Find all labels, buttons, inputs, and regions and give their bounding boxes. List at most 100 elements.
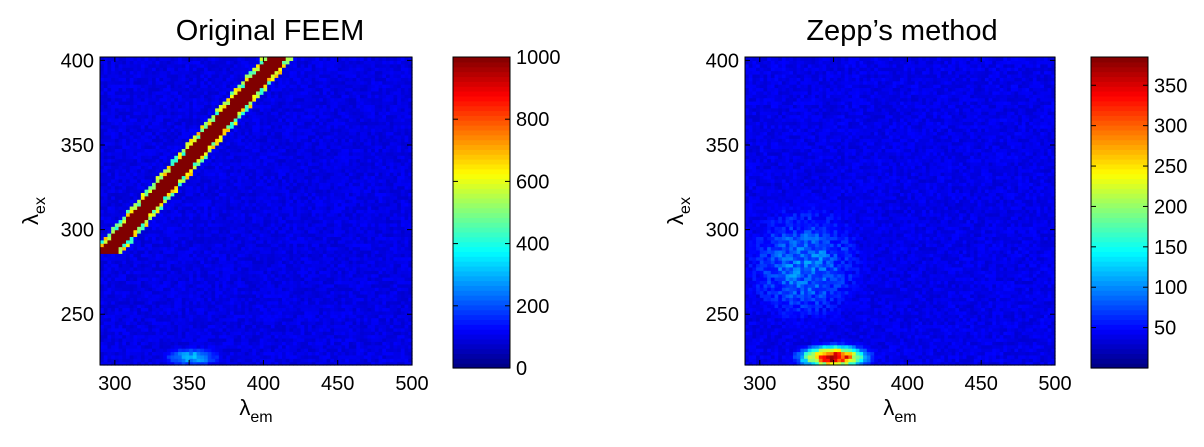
heatmap-cell: [400, 293, 406, 298]
heatmap-cell: [311, 317, 317, 322]
heatmap-cell: [100, 273, 105, 278]
heatmap-cell: [322, 337, 328, 342]
heatmap-cell: [189, 337, 194, 342]
heatmap-cell: [322, 358, 328, 363]
heatmap-cell: [226, 290, 231, 295]
heatmap-cell: [237, 239, 242, 244]
heatmap-cell: [222, 260, 227, 265]
heatmap-cell: [248, 233, 253, 237]
heatmap-cell: [196, 239, 201, 244]
heatmap-cell: [248, 280, 253, 285]
heatmap-cell: [293, 243, 298, 248]
heatmap-cell: [308, 317, 313, 322]
heatmap-cell: [259, 348, 265, 353]
heatmap-cell: [114, 307, 120, 312]
heatmap-cell: [319, 283, 324, 288]
heatmap-cell: [360, 243, 365, 248]
heatmap-cell: [404, 310, 409, 315]
heatmap-cell: [196, 297, 201, 302]
heatmap-cell: [140, 263, 146, 268]
heatmap-cell: [270, 361, 276, 366]
heatmap-cell: [133, 266, 138, 271]
heatmap-cell: [204, 239, 209, 244]
heatmap-cell: [256, 287, 261, 292]
heatmap-cell: [256, 266, 261, 271]
heatmap-cell: [282, 344, 287, 349]
heatmap-cell: [133, 277, 138, 281]
heatmap-cell: [122, 226, 127, 231]
heatmap-cell: [107, 233, 112, 237]
heatmap-cell: [114, 253, 120, 258]
heatmap-cell: [114, 317, 120, 322]
heatmap-cell: [196, 304, 201, 309]
heatmap-cell: [304, 300, 309, 305]
heatmap-cell: [319, 263, 324, 268]
heatmap-cell: [308, 361, 313, 366]
heatmap-cell: [196, 290, 201, 295]
heatmap-cell: [308, 297, 313, 302]
heatmap-cell: [107, 222, 112, 227]
heatmap-cell: [386, 226, 391, 231]
heatmap-cell: [218, 280, 224, 285]
heatmap-cell: [185, 243, 190, 248]
heatmap-cell: [103, 283, 109, 288]
heatmap-cell: [133, 314, 138, 319]
heatmap-cell: [274, 253, 279, 258]
heatmap-cell: [252, 321, 257, 325]
heatmap-cell: [378, 277, 383, 281]
heatmap-cell: [114, 283, 120, 288]
heatmap-cell: [100, 229, 105, 234]
heatmap-cell: [341, 233, 346, 237]
heatmap-cell: [118, 239, 123, 244]
heatmap-cell: [241, 351, 246, 356]
heatmap-cell: [152, 293, 157, 298]
heatmap-cell: [300, 331, 305, 336]
heatmap-cell: [300, 260, 305, 265]
heatmap-cell: [270, 293, 276, 298]
heatmap-cell: [196, 266, 201, 271]
heatmap-cell: [248, 358, 253, 363]
heatmap-cell: [174, 341, 179, 346]
heatmap-cell: [341, 331, 346, 336]
heatmap-cell: [215, 351, 220, 356]
heatmap-cell: [289, 358, 294, 363]
heatmap-cell: [111, 300, 116, 305]
heatmap-cell: [404, 307, 409, 312]
heatmap-cell: [337, 290, 343, 295]
heatmap-cell: [337, 341, 343, 346]
heatmap-cell: [133, 273, 138, 278]
heatmap-cell: [374, 266, 380, 271]
heatmap-cell: [393, 263, 398, 268]
heatmap-cell: [200, 341, 205, 346]
heatmap-cell: [326, 243, 331, 248]
heatmap-cell: [133, 317, 138, 322]
heatmap-cell: [386, 283, 391, 288]
heatmap-cell: [263, 334, 268, 339]
heatmap-cell: [133, 222, 138, 227]
heatmap-cell: [304, 270, 309, 275]
heatmap-cell: [341, 283, 346, 288]
heatmap-cell: [148, 314, 153, 319]
heatmap-cell: [408, 236, 413, 241]
heatmap-cell: [163, 334, 168, 339]
heatmap-cell: [341, 253, 346, 258]
heatmap-cell: [248, 337, 253, 342]
heatmap-cell: [300, 229, 305, 234]
heatmap-cell: [181, 256, 187, 261]
heatmap-cell: [382, 297, 387, 302]
heatmap-cell: [274, 293, 279, 298]
heatmap-cell: [270, 243, 276, 248]
heatmap-cell: [118, 246, 123, 251]
heatmap-cell: [326, 348, 331, 353]
heatmap-cell: [159, 354, 164, 359]
heatmap-cell: [319, 256, 324, 261]
heatmap-cell: [274, 351, 279, 356]
heatmap-cell: [315, 236, 320, 241]
heatmap-cell: [226, 300, 231, 305]
heatmap-cell: [178, 307, 183, 312]
heatmap-cell: [293, 233, 298, 237]
heatmap-cell: [218, 324, 224, 329]
heatmap-cell: [356, 327, 361, 332]
heatmap-cell: [334, 260, 339, 265]
heatmap-cell: [296, 253, 302, 258]
